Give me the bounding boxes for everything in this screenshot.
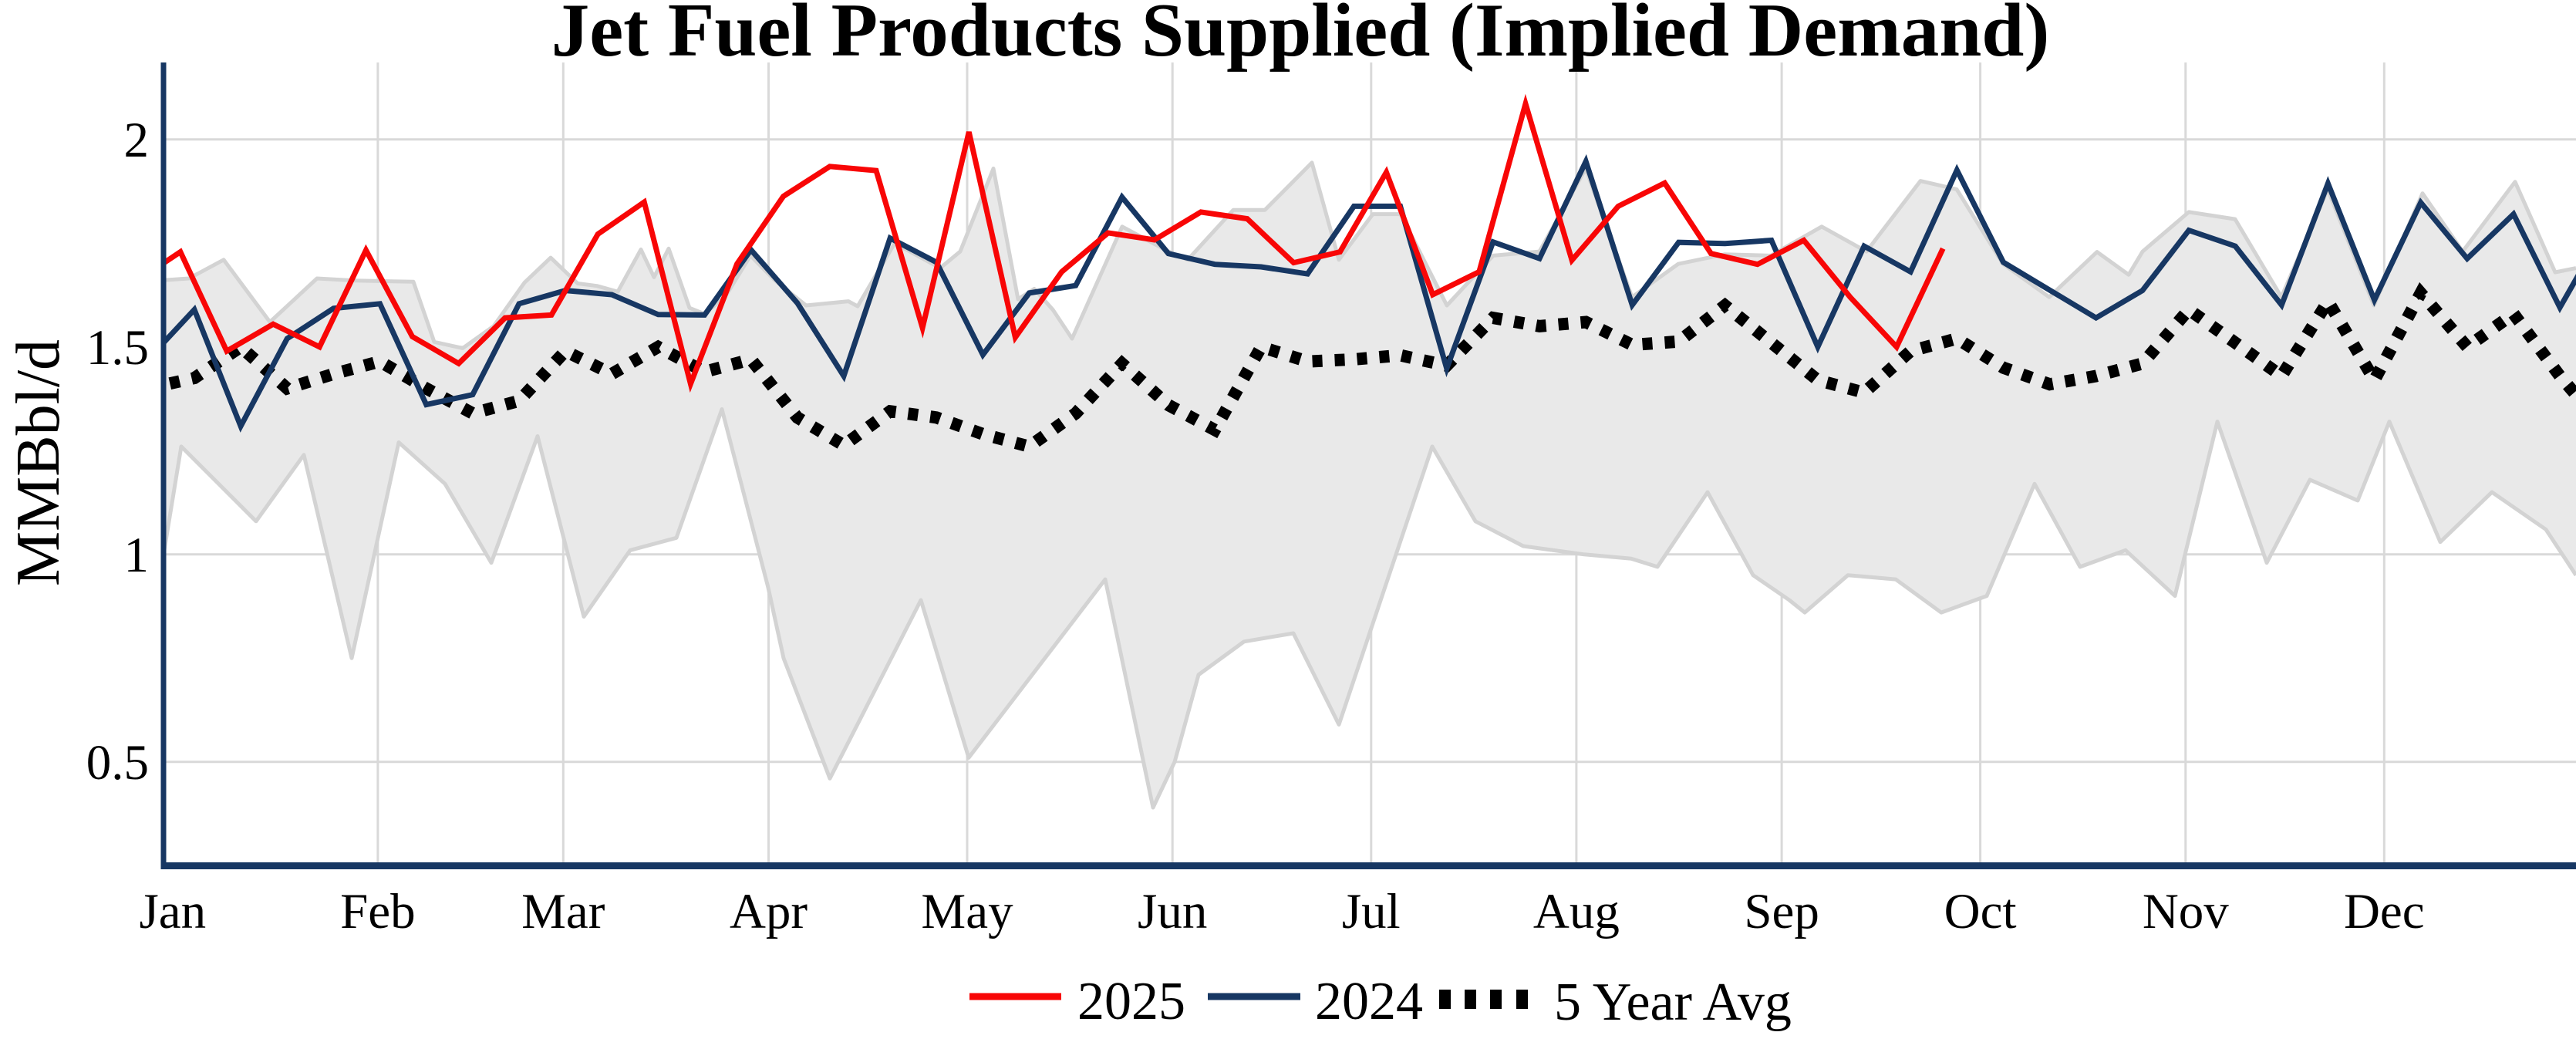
svg-text:May: May — [921, 884, 1013, 939]
svg-text:1: 1 — [124, 528, 150, 583]
svg-text:2024: 2024 — [1315, 972, 1423, 1031]
svg-text:Jul: Jul — [1342, 884, 1401, 939]
svg-text:0.5: 0.5 — [86, 735, 149, 791]
svg-text:Sep: Sep — [1744, 884, 1819, 939]
svg-text:1.5: 1.5 — [86, 320, 149, 376]
svg-text:Jun: Jun — [1138, 884, 1207, 939]
svg-text:5 Year Avg: 5 Year Avg — [1554, 973, 1792, 1032]
svg-text:MMBbl/d: MMBbl/d — [5, 339, 72, 586]
svg-text:Aug: Aug — [1533, 884, 1620, 939]
svg-text:Dec: Dec — [2344, 884, 2425, 939]
svg-text:2025: 2025 — [1077, 972, 1185, 1031]
svg-text:2: 2 — [124, 113, 150, 168]
svg-text:Mar: Mar — [521, 884, 605, 939]
svg-text:Nov: Nov — [2143, 884, 2229, 939]
svg-text:Apr: Apr — [730, 884, 808, 939]
svg-text:Oct: Oct — [1944, 884, 2017, 939]
svg-text:Feb: Feb — [340, 884, 416, 939]
svg-text:Jan: Jan — [139, 884, 206, 939]
svg-text:Jet Fuel Products Supplied (Im: Jet Fuel Products Supplied (Implied Dema… — [551, 0, 2050, 73]
